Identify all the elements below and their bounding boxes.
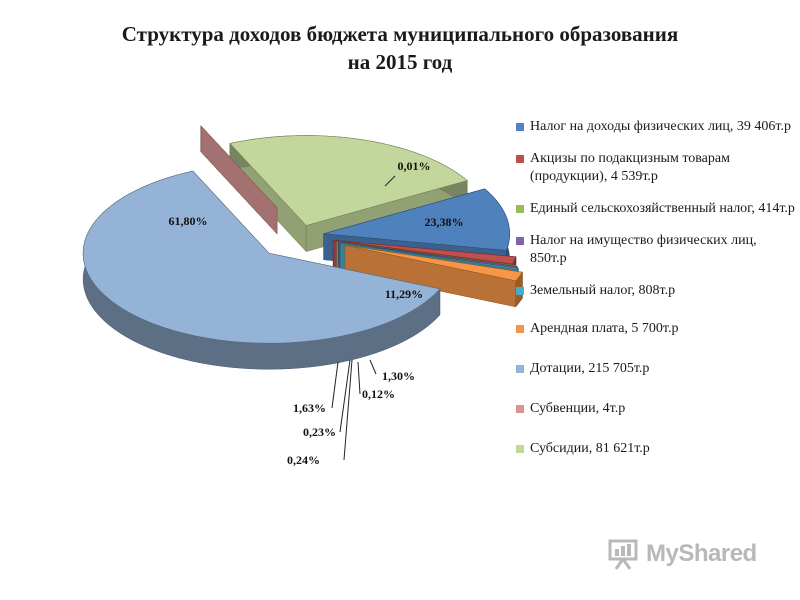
leader-line [339,359,351,433]
slice-percent-label: 23,38% [425,215,464,229]
chart-title-line-2: на 2015 год [347,50,453,74]
legend-item: Субвенции, 4т.р [516,400,796,418]
legend-item: Земельный налог, 808т.р [516,282,796,300]
legend-label: Акцизы по подакцизным товарам (продукции… [530,151,730,184]
legend-label: Дотации, 215 705т.р [530,361,650,376]
legend-swatch [516,325,524,333]
slice-percent-label: 1,30% [382,369,415,383]
leader-line [369,359,377,375]
watermark-text: MyShared [646,540,757,567]
legend-label: Налог на доходы физических лиц, 39 406т.… [530,119,791,134]
legend-swatch [516,123,524,131]
legend-label: Налог на имущество физических лиц, 850т.… [530,233,757,266]
slice-percent-label: 1,63% [293,401,326,415]
pie-slice [344,244,523,308]
watermark: MyShared [606,536,776,576]
legend-item: Дотации, 215 705т.р [516,360,796,378]
leader-line [384,175,396,187]
legend-label: Арендная плата, 5 700т.р [530,321,679,336]
pie-slice [200,125,278,235]
slice-percent-label: 0,24% [287,453,320,467]
legend-swatch [516,405,524,413]
legend-label: Субвенции, 4т.р [530,401,626,416]
legend-swatch [516,365,524,373]
legend-swatch [516,445,524,453]
legend-item: Акцизы по подакцизным товарам (продукции… [516,150,796,186]
presentation-board-icon [608,539,638,570]
legend-item: Единый сельскохозяйственный налог, 414т.… [516,200,796,218]
chart-legend: Налог на доходы физических лиц, 39 406т.… [516,118,796,458]
leader-line [357,361,361,395]
legend-swatch [516,155,524,163]
leader-line [343,359,353,461]
legend-item: Арендная плата, 5 700т.р [516,320,796,338]
slice-percent-label: 11,29% [385,287,423,301]
slice-percent-label: 0,12% [362,387,395,401]
legend-item: Налог на имущество физических лиц, 850т.… [516,232,796,268]
legend-item: Налог на доходы физических лиц, 39 406т.… [516,118,796,136]
legend-swatch [516,287,524,295]
legend-item: Субсидии, 81 621т.р [516,440,796,458]
legend-swatch [516,237,524,245]
leader-line [331,361,339,409]
slice-percent-label: 61,80% [169,214,208,228]
legend-label: Единый сельскохозяйственный налог, 414т.… [530,201,795,216]
chart-title: Структура доходов бюджета муниципального… [0,20,800,76]
slice-percent-label: 0,01% [398,159,431,173]
chart-title-line-1: Структура доходов бюджета муниципального… [121,22,679,46]
legend-swatch [516,205,524,213]
legend-label: Земельный налог, 808т.р [530,283,676,298]
legend-label: Субсидии, 81 621т.р [530,441,650,456]
slice-percent-label: 0,23% [303,425,336,439]
pie-slice [82,170,441,370]
